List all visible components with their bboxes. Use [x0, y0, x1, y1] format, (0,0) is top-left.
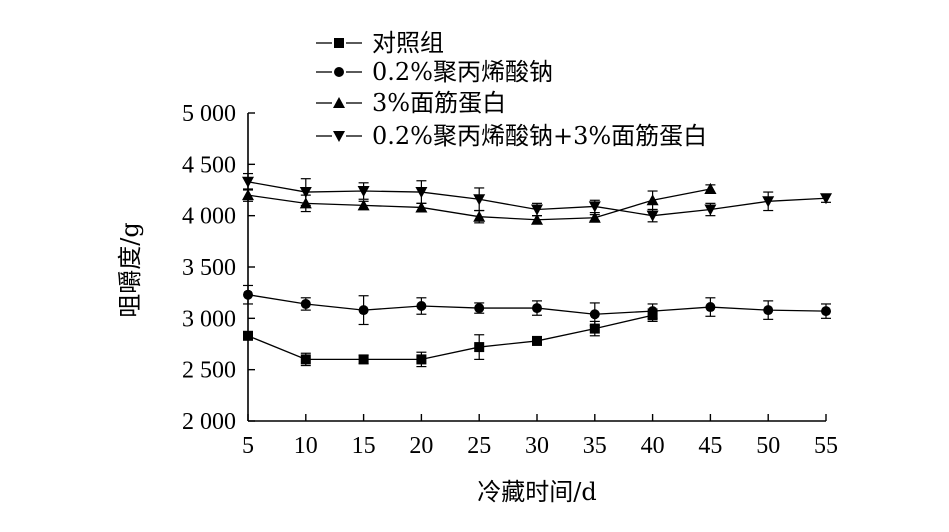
- data-point: [588, 201, 601, 213]
- data-point: [763, 305, 774, 316]
- data-point: [646, 210, 659, 222]
- data-point: [243, 289, 253, 300]
- data-point: [473, 210, 486, 222]
- axes: 2 000 2 500 3 000 3 500 4 000 4 500 5 000 5 10 15…: [182, 101, 838, 459]
- x-tick-label: 5: [242, 433, 254, 459]
- data-point: [416, 301, 427, 312]
- x-tick-label: 50: [756, 433, 780, 459]
- data-point: [242, 189, 254, 201]
- legend-label: 0.2%聚丙烯酸钠: [372, 58, 553, 86]
- data-point: [531, 204, 543, 216]
- data-point: [820, 193, 832, 205]
- legend-marker: [333, 97, 345, 108]
- legend-marker: [334, 67, 344, 77]
- x-tick-label: 20: [409, 433, 433, 459]
- data-point: [589, 323, 600, 334]
- y-tick-label: 2 000: [182, 409, 236, 435]
- data-point: [704, 204, 717, 216]
- series-2-extra: [652, 182, 717, 201]
- y-tick-label: 3 500: [182, 255, 236, 281]
- data-point: [647, 306, 658, 317]
- data-point: [300, 298, 311, 309]
- data-point: [415, 201, 428, 213]
- x-axis-title: 冷藏时间/d: [477, 478, 596, 506]
- legend-item-3: 0.2%聚丙烯酸钠+3%面筋蛋白: [316, 122, 707, 150]
- x-tick-label: 45: [698, 433, 722, 459]
- data-point: [357, 199, 370, 211]
- data-point: [821, 306, 831, 317]
- legend-label: 3%面筋蛋白: [372, 89, 506, 117]
- data-point: [415, 187, 428, 199]
- legend-marker: [334, 38, 344, 48]
- x-tick-label: 10: [294, 433, 318, 459]
- data-point: [300, 354, 311, 365]
- data-point: [358, 305, 369, 316]
- x-tick-label: 40: [641, 433, 665, 459]
- legend-label: 0.2%聚丙烯酸钠+3%面筋蛋白: [372, 122, 707, 150]
- series-layer: [242, 172, 832, 368]
- series-line-segment: [594, 199, 653, 219]
- x-tick-label: 25: [467, 433, 491, 459]
- y-axis-title: 咀嚼度/g: [116, 222, 144, 317]
- data-point: [358, 354, 369, 365]
- legend-item-0: 对照组: [316, 29, 444, 57]
- legend-label: 对照组: [372, 29, 444, 57]
- series-line: [247, 314, 653, 361]
- y-tick-label: 5 000: [182, 101, 236, 127]
- x-tick-label: 55: [814, 433, 838, 459]
- x-tick-label: 30: [525, 433, 549, 459]
- y-tick-label: 3 000: [182, 306, 236, 332]
- data-point: [531, 213, 543, 225]
- legend-marker: [333, 131, 345, 142]
- legend-item-2: 3%面筋蛋白: [316, 89, 506, 117]
- series-1: [243, 284, 831, 327]
- data-point: [532, 303, 542, 314]
- y-tick-label: 4 000: [182, 204, 236, 230]
- data-point: [473, 194, 486, 206]
- x-tick-label: 15: [352, 433, 376, 459]
- data-point: [474, 303, 485, 314]
- y-tick-label: 2 500: [182, 358, 236, 384]
- series-line-segment: [652, 188, 711, 201]
- data-point: [243, 330, 253, 341]
- data-point: [532, 335, 542, 346]
- y-tick-label: 4 500: [182, 152, 236, 178]
- data-point: [704, 182, 717, 194]
- data-point: [242, 176, 254, 188]
- data-point: [474, 342, 485, 353]
- data-point: [762, 196, 775, 208]
- x-tick-label: 35: [583, 433, 607, 459]
- data-point: [357, 186, 370, 198]
- data-point: [416, 354, 427, 365]
- data-point: [589, 309, 600, 320]
- series-3: [242, 172, 832, 223]
- data-point: [705, 302, 716, 313]
- legend-item-1: 0.2%聚丙烯酸钠: [316, 58, 553, 86]
- data-point: [299, 187, 312, 199]
